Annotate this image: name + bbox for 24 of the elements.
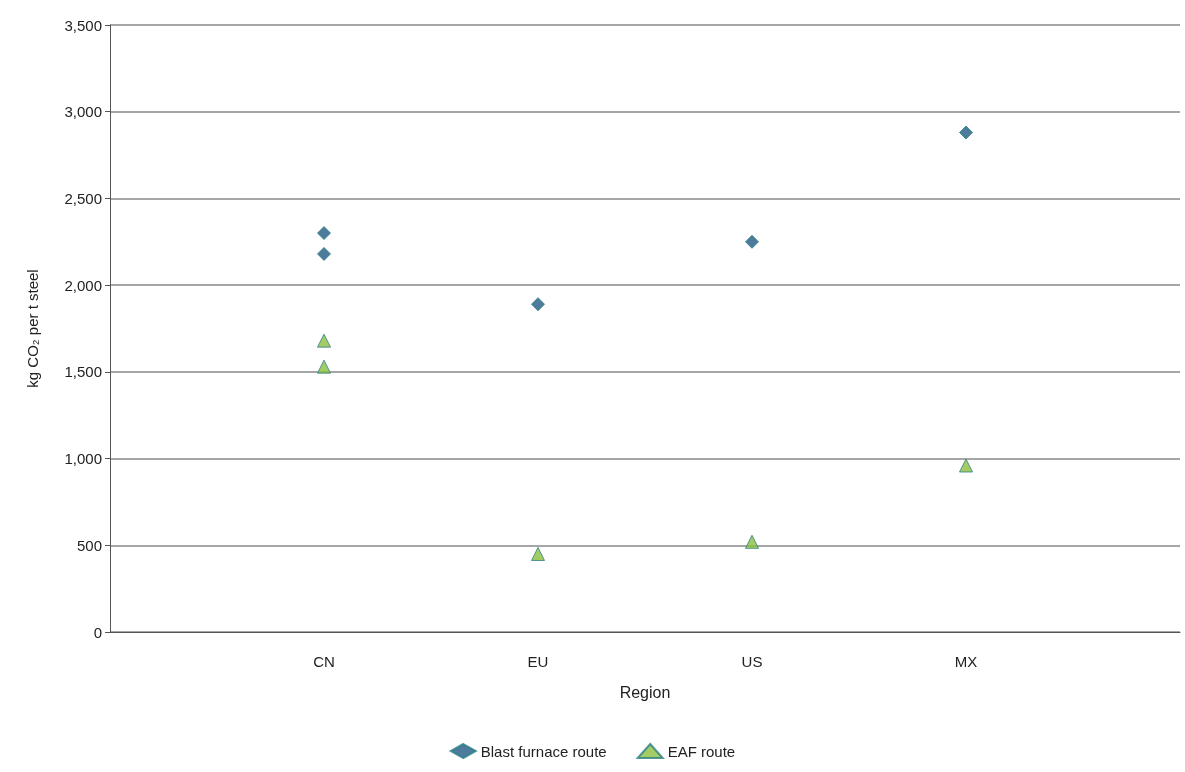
point [745,534,759,549]
point [531,297,545,312]
point [317,246,331,261]
x-tick-label: CN [313,653,335,670]
y-tick-label: 2,500 [64,189,102,207]
legend-label: Blast furnace route [480,742,607,760]
y-tick-label: 1,500 [64,363,102,381]
y-tick-label: 3,000 [64,103,102,121]
point [959,125,973,140]
x-tick-label: EU [527,653,549,670]
point [317,359,331,374]
y-tick-label: 1,000 [64,450,102,468]
point [531,546,545,561]
x-axis-title: Region [619,683,671,701]
point [959,458,973,473]
legend-label: EAF route [667,742,736,760]
y-axis-title: kg CO₂ per t steel [24,269,41,388]
y-tick-label: 0 [93,623,102,641]
y-tick-label: 2,000 [64,276,102,294]
x-tick-label: US [741,653,763,670]
point [745,234,759,249]
y-tick-label: 3,500 [64,16,102,34]
x-tick-label: MX [954,653,978,670]
y-tick-label: 500 [76,536,102,554]
